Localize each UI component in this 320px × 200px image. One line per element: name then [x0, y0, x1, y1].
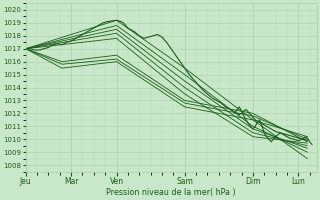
X-axis label: Pression niveau de la mer( hPa ): Pression niveau de la mer( hPa ): [106, 188, 236, 197]
